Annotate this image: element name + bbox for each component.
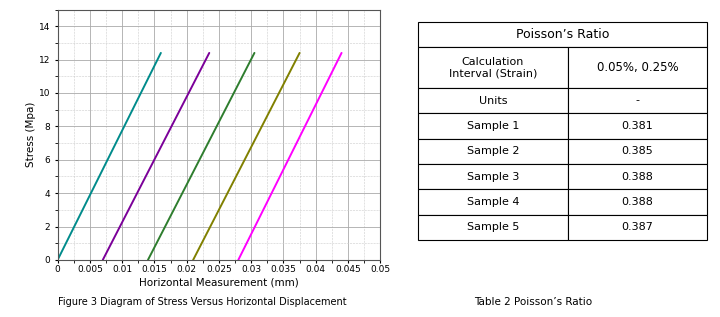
Text: 0.388: 0.388 — [621, 171, 653, 182]
Text: 0.387: 0.387 — [621, 222, 653, 232]
Bar — [418, 88, 568, 113]
Bar — [418, 164, 568, 189]
Bar — [568, 139, 706, 164]
Bar — [568, 113, 706, 139]
Bar — [568, 164, 706, 189]
Text: Sample 4: Sample 4 — [467, 197, 519, 207]
Text: Poisson’s Ratio: Poisson’s Ratio — [516, 28, 609, 41]
Bar — [568, 215, 706, 240]
Bar — [568, 88, 706, 113]
Text: -: - — [635, 95, 639, 106]
Text: Units: Units — [479, 95, 507, 106]
Bar — [568, 47, 706, 88]
Bar — [418, 47, 568, 88]
Text: Table 2 Poisson’s Ratio: Table 2 Poisson’s Ratio — [474, 297, 592, 307]
Bar — [418, 139, 568, 164]
Bar — [418, 22, 706, 47]
Text: Figure 3 Diagram of Stress Versus Horizontal Displacement: Figure 3 Diagram of Stress Versus Horizo… — [58, 297, 346, 307]
Bar — [418, 189, 568, 215]
Bar — [418, 215, 568, 240]
Text: 0.385: 0.385 — [621, 146, 653, 156]
Text: 0.05%, 0.25%: 0.05%, 0.25% — [596, 61, 678, 74]
Text: Sample 5: Sample 5 — [467, 222, 519, 232]
Text: Sample 3: Sample 3 — [467, 171, 519, 182]
X-axis label: Horizontal Measurement (mm): Horizontal Measurement (mm) — [139, 277, 299, 287]
Text: 0.381: 0.381 — [621, 121, 653, 131]
Y-axis label: Stress (Mpa): Stress (Mpa) — [26, 102, 36, 167]
Text: Calculation
Interval (Strain): Calculation Interval (Strain) — [449, 57, 537, 78]
Bar — [568, 189, 706, 215]
Text: 0.388: 0.388 — [621, 197, 653, 207]
Text: Sample 2: Sample 2 — [467, 146, 519, 156]
Bar — [418, 113, 568, 139]
Text: Sample 1: Sample 1 — [467, 121, 519, 131]
